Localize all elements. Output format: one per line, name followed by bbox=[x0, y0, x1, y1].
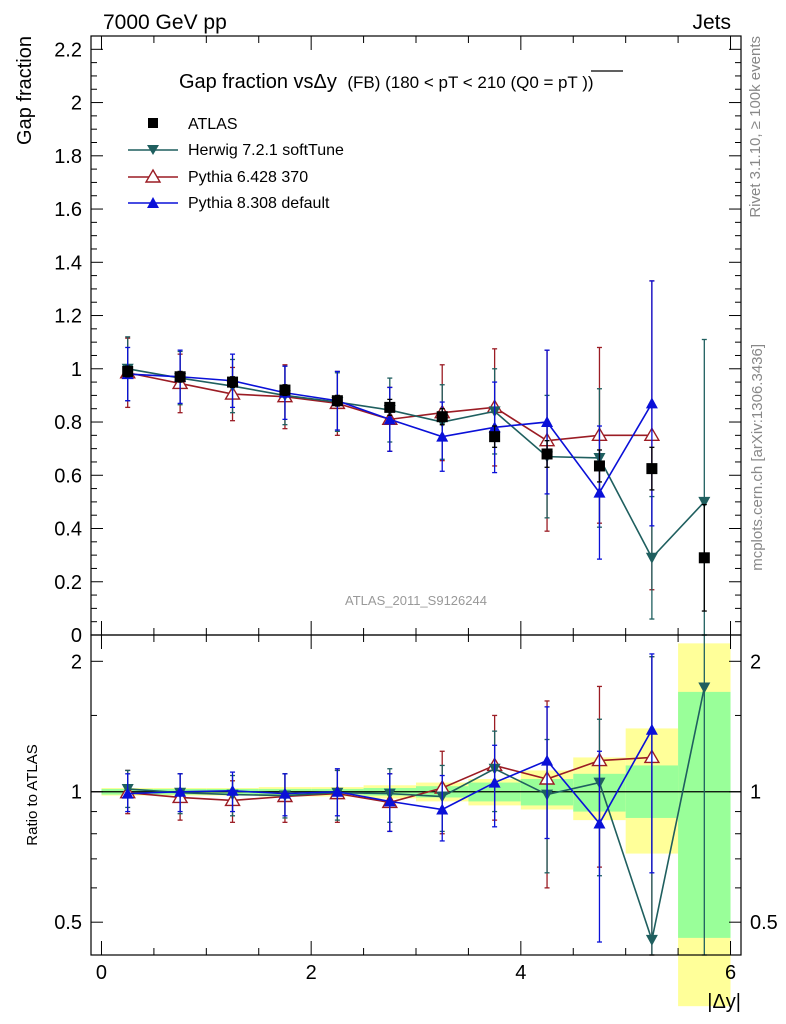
axes-layer: 0 0.2 0.4 0.6 0.8 1 1.2 1.4 1.6 1.8 2 2.2 0.5 0.5 1 1 2 2… bbox=[54, 35, 778, 984]
ratio-ytick-label: 1 bbox=[71, 782, 82, 804]
main-point-atlas bbox=[698, 552, 710, 564]
main-point-pythia8 bbox=[645, 397, 658, 409]
main-ytick-label: 1 bbox=[71, 359, 82, 381]
legend-marker-pythia8 bbox=[147, 197, 159, 208]
main-ytick-label: 0 bbox=[71, 625, 82, 647]
main-point-atlas bbox=[227, 376, 239, 388]
main-point-atlas bbox=[541, 448, 553, 460]
ratio-point-pythia8 bbox=[383, 795, 396, 807]
ratio-ylabel: Ratio to ATLAS bbox=[24, 744, 41, 845]
main-point-pythia8 bbox=[593, 486, 606, 498]
title-main: Gap fraction vsΔy bbox=[179, 71, 337, 93]
x-tick-label: 2 bbox=[306, 962, 317, 984]
main-point-atlas bbox=[436, 411, 448, 423]
header-right: Jets bbox=[692, 11, 731, 34]
plot-title: Gap fraction vsΔy (FB) (180 < pT < 210 (… bbox=[179, 71, 594, 93]
title-sub: (FB) (180 < pT < 210 (Q0 = bbox=[347, 73, 553, 92]
main-point-herwig bbox=[698, 496, 711, 508]
analysis-watermark: ATLAS_2011_S9126244 bbox=[345, 593, 487, 608]
main-ytick-label: 0.6 bbox=[54, 465, 82, 487]
main-ytick-label: 1.8 bbox=[54, 146, 82, 168]
ratio-ytick-label-right: 2 bbox=[750, 651, 761, 673]
legend-marker-pythia6 bbox=[144, 168, 162, 183]
ratio-point-herwig bbox=[698, 682, 711, 694]
main-ytick-label: 0.2 bbox=[54, 572, 82, 594]
legend-marker-atlas bbox=[148, 118, 158, 128]
legend-marker-herwig bbox=[147, 145, 159, 155]
ratio-point-pythia8 bbox=[174, 785, 187, 797]
rivet-label: Rivet 3.1.10, ≥ 100k events bbox=[747, 36, 764, 218]
ratio-ytick-label: 0.5 bbox=[54, 912, 82, 934]
ratio-point-pythia8 bbox=[331, 785, 344, 797]
main-series-layer bbox=[119, 280, 711, 636]
main-ytick-label: 0.4 bbox=[54, 519, 82, 541]
ratio-point-pythia8 bbox=[593, 817, 606, 829]
ratio-ytick-label: 2 bbox=[71, 651, 82, 673]
title-pt: pT bbox=[558, 73, 578, 92]
ratio-point-pythia8 bbox=[541, 754, 554, 766]
main-point-atlas bbox=[489, 431, 501, 443]
main-ytick-label: 1.2 bbox=[54, 306, 82, 328]
main-point-pythia8 bbox=[541, 416, 554, 428]
main-ytick-label: 1.4 bbox=[54, 252, 82, 274]
main-ytick-label: 2.2 bbox=[54, 39, 82, 61]
main-ylabel: Gap fraction bbox=[14, 36, 36, 145]
title-close: )) bbox=[582, 73, 593, 92]
main-point-atlas bbox=[174, 371, 186, 383]
ratio-point-pythia8 bbox=[645, 723, 658, 735]
main-point-atlas bbox=[646, 463, 658, 475]
ratio-point-pythia8 bbox=[436, 803, 449, 815]
main-point-herwig bbox=[645, 552, 658, 564]
ratio-point-pythia8 bbox=[226, 784, 239, 796]
main-point-atlas bbox=[122, 365, 134, 377]
main-point-atlas bbox=[331, 395, 343, 407]
header-left: 7000 GeV pp bbox=[103, 11, 227, 34]
main-ytick-label: 0.8 bbox=[54, 412, 82, 434]
x-axis-label: |Δy| bbox=[707, 991, 741, 1013]
ratio-point-pythia8 bbox=[121, 787, 134, 799]
x-tick-label: 4 bbox=[515, 962, 526, 984]
legend-label-pythia8: Pythia 8.308 default bbox=[188, 195, 330, 212]
main-ytick-label: 1.6 bbox=[54, 199, 82, 221]
ratio-ytick-label-right: 1 bbox=[750, 782, 761, 804]
legend-label-atlas: ATLAS bbox=[188, 116, 238, 133]
mcplots-label: mcplots.cern.ch [arXiv:1306.3436] bbox=[749, 344, 766, 571]
main-point-pythia8 bbox=[383, 413, 396, 425]
legend-label-herwig: Herwig 7.2.1 softTune bbox=[188, 142, 344, 159]
main-point-pythia8 bbox=[436, 430, 449, 442]
ratio-ytick-label-right: 0.5 bbox=[750, 912, 778, 934]
main-point-atlas bbox=[384, 401, 396, 413]
x-tick-label: 0 bbox=[96, 962, 107, 984]
main-ytick-label: 2 bbox=[71, 93, 82, 115]
x-tick-label: 6 bbox=[725, 962, 736, 984]
main-point-atlas bbox=[593, 460, 605, 472]
main-point-atlas bbox=[279, 384, 291, 396]
legend: ATLAS Herwig 7.2.1 softTune Pythia 6.428… bbox=[128, 116, 344, 212]
ratio-point-herwig bbox=[645, 934, 658, 946]
legend-label-pythia6: Pythia 6.428 370 bbox=[188, 169, 308, 186]
ratio-point-pythia8 bbox=[488, 776, 501, 788]
ratio-series-layer bbox=[119, 634, 711, 956]
main-line-herwig bbox=[127, 367, 705, 560]
ratio-point-pythia8 bbox=[278, 787, 291, 799]
